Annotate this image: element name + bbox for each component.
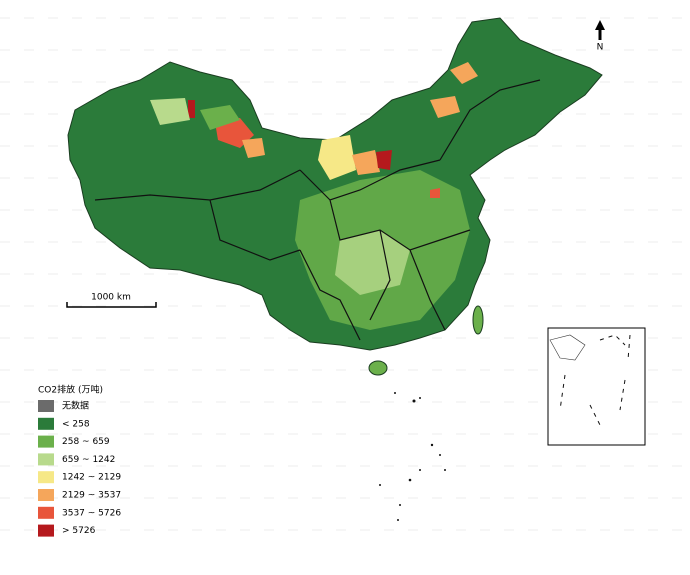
region-darkred (188, 100, 195, 118)
region-orange (352, 150, 380, 175)
mainland (67, 17, 603, 351)
legend-swatch (38, 417, 54, 430)
inset-coast (549, 334, 586, 361)
north-arrow: N (595, 20, 605, 53)
legend-label: 2129 ~ 3537 (62, 491, 121, 501)
legend-label: 258 ~ 659 (62, 437, 110, 447)
hainan (368, 360, 388, 376)
legend-swatch (38, 471, 54, 484)
region-pale (335, 230, 410, 295)
scale-bar: 1000 km (66, 293, 157, 308)
scale-label: 1000 km (91, 293, 131, 303)
legend-label: 659 ~ 1242 (62, 455, 115, 465)
province-borders (94, 79, 541, 341)
legend-swatch (38, 489, 54, 501)
region-light (200, 105, 240, 130)
taiwan (472, 305, 484, 335)
inset-map (547, 327, 646, 446)
legend-title: CO2排放 (万吨) (38, 384, 103, 396)
legend-label: 1242 ~ 2129 (62, 473, 121, 483)
legend-swatch (38, 400, 54, 412)
inset-boundary (559, 334, 631, 426)
legend-swatch (38, 524, 54, 537)
legend-swatch (38, 506, 54, 519)
region-orange (430, 96, 460, 118)
china-map (67, 17, 603, 521)
north-label: N (597, 43, 604, 53)
legend: CO2排放 (万吨) 无数据 < 258 258 ~ 659 659 ~ 1242 12… (38, 384, 121, 537)
region-light (150, 98, 190, 125)
legend-swatch (38, 453, 54, 466)
region-yellow (318, 135, 356, 180)
region-orange (242, 138, 265, 158)
scale-line (66, 302, 157, 308)
inset-frame (547, 327, 646, 446)
region-red (430, 188, 440, 198)
legend-swatch (38, 435, 54, 448)
legend-label: 3537 ~ 5726 (62, 508, 121, 518)
region-orange (450, 62, 478, 84)
region-darkred (376, 150, 392, 170)
islands (379, 392, 446, 521)
legend-label: > 5726 (62, 526, 96, 536)
legend-label: 无数据 (62, 400, 89, 412)
legend-label: < 258 (62, 419, 90, 429)
north-arrow-icon (595, 20, 605, 40)
